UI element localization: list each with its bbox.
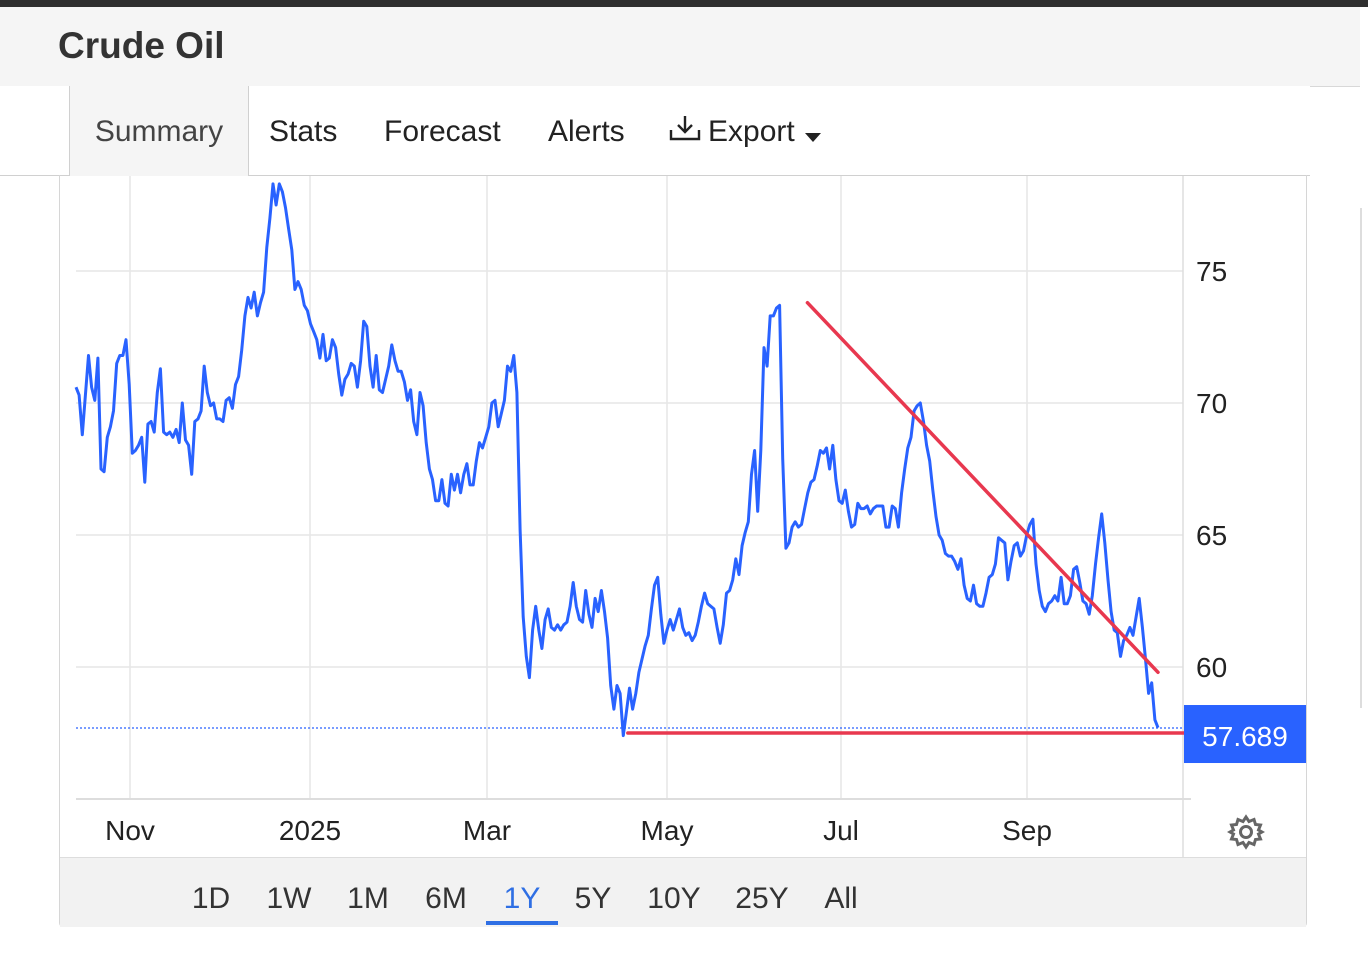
y-tick-label: 60	[1196, 652, 1227, 683]
range-10y[interactable]: 10Y	[647, 882, 701, 915]
x-tick-label: Mar	[463, 815, 511, 846]
page-title: Crude Oil	[58, 25, 225, 66]
range-1m[interactable]: 1M	[347, 882, 389, 915]
last-price-label: 57.689	[1202, 721, 1288, 752]
range-1w[interactable]: 1W	[266, 882, 312, 915]
range-selector: 1D 1W 1M 6M 1Y 5Y 10Y 25Y All	[60, 857, 1306, 927]
range-6m[interactable]: 6M	[425, 882, 467, 915]
tab-forecast[interactable]: Forecast	[384, 115, 501, 148]
y-tick-label: 75	[1196, 256, 1227, 287]
last-price-tag	[1184, 705, 1306, 764]
chart-axes: 60 65 70 75 Nov 2025 Mar May Jul Sep 57.689	[105, 256, 1306, 846]
chart-grid	[76, 176, 1191, 857]
trendline-annotation	[805, 300, 1160, 675]
x-tick-label: Sep	[1002, 815, 1052, 846]
range-5y[interactable]: 5Y	[574, 882, 612, 915]
chart-annotations	[626, 300, 1247, 735]
tab-summary[interactable]: Summary	[69, 86, 249, 176]
tab-stats[interactable]: Stats	[269, 115, 338, 148]
y-tick-label: 70	[1196, 388, 1227, 419]
page-header: Crude Oil	[0, 7, 1360, 87]
top-bar	[0, 0, 1368, 7]
chevron-down-icon	[804, 88, 821, 179]
x-tick-label: Jul	[823, 815, 859, 846]
range-1y[interactable]: 1Y	[503, 882, 541, 915]
range-all[interactable]: All	[824, 882, 858, 915]
x-tick-label: Nov	[105, 815, 155, 846]
download-icon	[668, 88, 702, 179]
y-tick-label: 65	[1196, 520, 1227, 551]
tab-bar: Summary Stats Forecast Alerts Export	[0, 86, 1310, 176]
range-25y[interactable]: 25Y	[735, 882, 789, 915]
gear-icon[interactable]	[1226, 813, 1266, 856]
active-range-indicator	[486, 921, 558, 925]
scrollbar[interactable]	[1360, 208, 1362, 708]
price-line	[74, 182, 1160, 738]
price-series	[74, 182, 1183, 738]
export-label: Export	[708, 115, 795, 148]
tab-alerts[interactable]: Alerts	[548, 115, 625, 148]
x-tick-label: 2025	[279, 815, 341, 846]
tab-export[interactable]: Export	[668, 86, 821, 175]
range-1d[interactable]: 1D	[191, 882, 231, 915]
x-tick-label: May	[641, 815, 694, 846]
